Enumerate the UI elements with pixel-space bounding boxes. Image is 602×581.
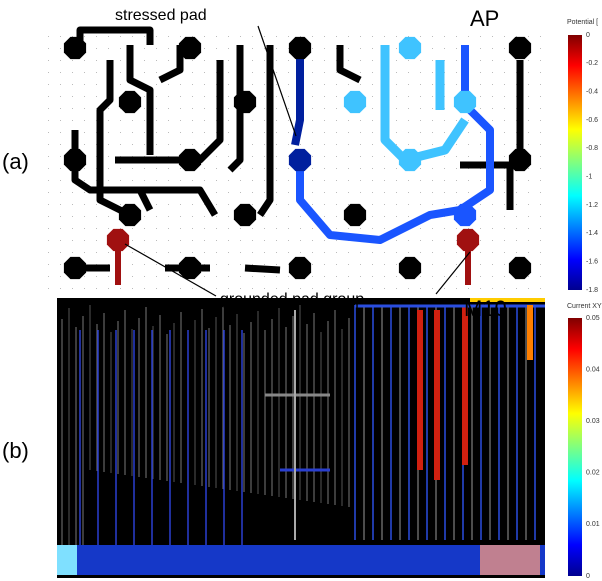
pad: [344, 91, 366, 113]
pad: [64, 149, 86, 171]
layer-label: M10: [464, 296, 507, 321]
pad: [399, 37, 421, 59]
pad: [399, 257, 421, 279]
pad: [179, 37, 201, 59]
current-band: [57, 545, 77, 575]
colorbar-title: Current XY: [567, 303, 602, 310]
current-band: [480, 545, 540, 575]
pad: [509, 37, 531, 59]
colorbar-tick-label: -0.8: [586, 145, 598, 152]
pad: [107, 229, 129, 251]
figure: Potential [ Current XY 0 -0.2 -0.4 -0.6 -0.8…: [0, 0, 602, 581]
colorbar-tick-label: 0: [586, 573, 590, 580]
colorbar-tick-label: 0: [586, 32, 590, 39]
pad: [179, 257, 201, 279]
colorbar-a: [568, 35, 582, 290]
pad: [344, 204, 366, 226]
annotation: grounded pad group: [220, 291, 364, 308]
pad: [289, 149, 311, 171]
pad: [289, 37, 311, 59]
panel-label: (b): [2, 438, 29, 463]
pad: [119, 91, 141, 113]
pad: [457, 229, 479, 251]
trace: [245, 268, 280, 270]
current-band: [57, 545, 545, 575]
colorbar-tick-label: 0.02: [586, 470, 600, 477]
colorbar-b: [568, 318, 582, 576]
colorbar-tick-label: -0.4: [586, 89, 598, 96]
pad: [119, 204, 141, 226]
pad: [454, 204, 476, 226]
pad: [234, 91, 256, 113]
colorbar-tick-label: -1.6: [586, 259, 598, 266]
colorbar-tick-label: -1.4: [586, 230, 598, 237]
panel-label: (a): [2, 149, 29, 174]
pad: [289, 257, 311, 279]
colorbar-tick-label: -0.2: [586, 60, 598, 67]
colorbar-tick-label: -1.8: [586, 287, 598, 294]
annotation: stressed pad: [115, 7, 207, 24]
colorbar-title: Potential [: [567, 19, 598, 26]
colorbar-tick-label: -1: [586, 174, 592, 181]
layer-label: AP: [470, 6, 499, 31]
colorbar-tick-label: 0.03: [586, 418, 600, 425]
pad: [399, 149, 421, 171]
pad: [509, 149, 531, 171]
pad: [64, 37, 86, 59]
colorbar-tick-label: 0.05: [586, 315, 600, 322]
pad: [234, 204, 256, 226]
colorbar-tick-label: 0.01: [586, 521, 600, 528]
colorbar-tick-label: -1.2: [586, 202, 598, 209]
pad: [64, 257, 86, 279]
colorbar-tick-label: -0.6: [586, 117, 598, 124]
pad: [509, 257, 531, 279]
pad: [179, 149, 201, 171]
pad: [454, 91, 476, 113]
colorbar-tick-label: 0.04: [586, 366, 600, 373]
